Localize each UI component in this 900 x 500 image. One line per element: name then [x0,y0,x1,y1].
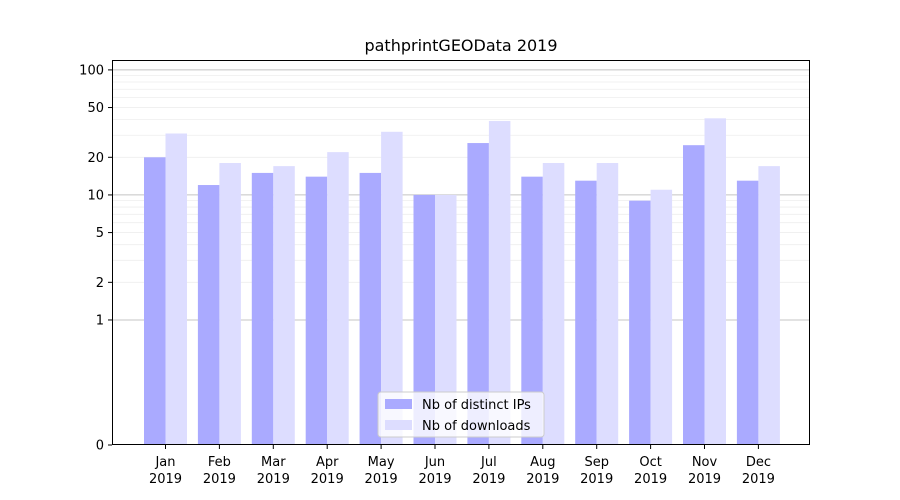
bar-downloads [596,163,619,445]
bar-distinct-ips [575,180,597,445]
y-tick-label: 0 [96,439,104,454]
legend-swatch [385,399,412,409]
bar-distinct-ips [144,157,166,445]
bar-distinct-ips [359,172,382,445]
y-tick-label: 20 [87,151,104,166]
legend-swatch [385,420,412,430]
chart-title: pathprintGEOData 2019 [364,36,557,55]
x-tick-label-month: Aug [530,455,555,470]
x-tick-label-year: 2019 [634,472,667,487]
x-tick-label-year: 2019 [688,472,721,487]
y-axis: 0 1 2 5 10 20 50 100 [79,63,112,454]
bar-distinct-ips [467,143,489,445]
x-tick-label-year: 2019 [580,472,613,487]
x-tick-label-year: 2019 [149,472,182,487]
x-tick-label-month: Jan [154,455,175,470]
bar-downloads [758,166,780,445]
legend-label: Nb of distinct IPs [422,398,531,413]
bar-downloads [704,118,726,445]
y-tick-label: 10 [87,188,104,203]
bar-distinct-ips [683,145,705,445]
y-tick-label: 2 [96,276,104,291]
x-tick-label-year: 2019 [472,472,505,487]
bar-distinct-ips [521,176,543,445]
bar-downloads [219,163,241,445]
bar-distinct-ips [736,180,759,445]
bars-layer [144,118,780,446]
y-tick-label: 5 [96,226,104,241]
x-tick-label-year: 2019 [365,472,398,487]
x-tick-label-month: May [368,455,395,470]
x-axis: Jan 2019 Feb 2019 Mar 2019 Apr 2019 May 2019 Jun 20… [149,445,775,487]
bar-downloads [381,131,403,445]
bar-downloads [542,163,565,445]
bar-downloads [273,166,295,445]
legend-box [377,391,545,438]
x-tick-label-month: Feb [208,455,231,470]
x-tick-label-month: Apr [316,455,339,470]
x-tick-label-year: 2019 [311,472,344,487]
x-tick-label-year: 2019 [742,472,775,487]
bar-distinct-ips [251,172,274,445]
bar-downloads [488,121,511,446]
x-tick-label-month: Mar [261,455,286,470]
bar-distinct-ips [197,185,220,445]
x-tick-label-month: Jul [480,455,497,470]
bar-downloads [650,189,673,445]
x-tick-label-year: 2019 [526,472,559,487]
y-tick-label: 100 [79,63,104,78]
legend-label: Nb of downloads [422,419,531,434]
x-tick-label-year: 2019 [257,472,290,487]
x-tick-label-year: 2019 [203,472,236,487]
legend: Nb of distinct IPs Nb of downloads [377,391,545,438]
x-tick-label-year: 2019 [418,472,451,487]
x-tick-label-month: Sep [584,455,609,470]
plot-frame [112,60,810,445]
bar-distinct-ips [413,194,435,445]
x-tick-label-month: Nov [692,455,718,470]
x-tick-label-month: Oct [639,455,661,470]
bar-distinct-ips [629,200,651,445]
x-tick-label-month: Jun [424,455,445,470]
y-tick-label: 50 [87,101,104,116]
bar-downloads [327,152,349,445]
y-tick-label: 1 [96,313,104,328]
bar-downloads [435,194,457,445]
bar-distinct-ips [305,176,328,445]
x-tick-label-month: Dec [746,455,771,470]
bar-downloads [165,133,187,445]
